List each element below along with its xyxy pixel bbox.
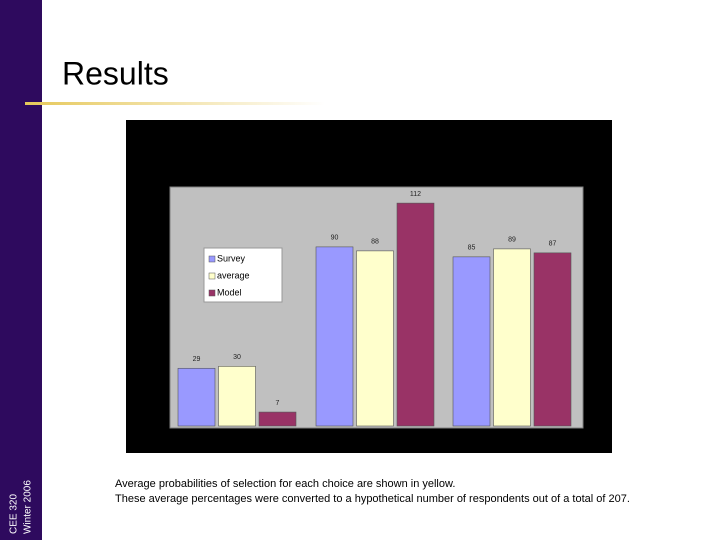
- data-label: 7: [276, 400, 280, 407]
- legend-items: Survey average Model: [208, 253, 250, 297]
- bar: [452, 256, 491, 427]
- data-label: 90: [331, 235, 339, 242]
- legend-swatch: [208, 272, 216, 280]
- bar: [177, 367, 216, 427]
- bar: [218, 365, 256, 427]
- legend-swatch: [208, 255, 216, 263]
- sidebar: [0, 0, 42, 540]
- bars: 29 90 85 30 88 89 7 112 87: [177, 191, 572, 427]
- legend-label: average: [217, 270, 250, 280]
- sidebar-text: Winter 2006: [23, 480, 34, 534]
- bar: [315, 246, 354, 427]
- caption: Average probabilities of selection for e…: [115, 478, 455, 490]
- data-label: 30: [233, 354, 241, 361]
- bar: [258, 411, 297, 427]
- bar: [396, 202, 435, 427]
- data-label: 112: [410, 191, 421, 198]
- slide-title: Results: [62, 55, 169, 91]
- caption: These average percentages were converted…: [115, 493, 630, 505]
- data-label: 89: [508, 237, 516, 244]
- bar: [533, 252, 572, 427]
- sidebar-text: CEE 320: [9, 494, 20, 534]
- bar: [356, 250, 394, 427]
- bar: [493, 248, 531, 427]
- data-label: 88: [371, 239, 379, 246]
- legend-label: Survey: [217, 253, 246, 263]
- data-label: 85: [468, 245, 476, 252]
- data-label: 87: [549, 241, 557, 248]
- legend-label: Model: [217, 287, 242, 297]
- title-rule: [25, 102, 325, 105]
- data-label: 29: [193, 356, 201, 363]
- legend: [203, 247, 283, 303]
- legend-swatch: [208, 289, 216, 297]
